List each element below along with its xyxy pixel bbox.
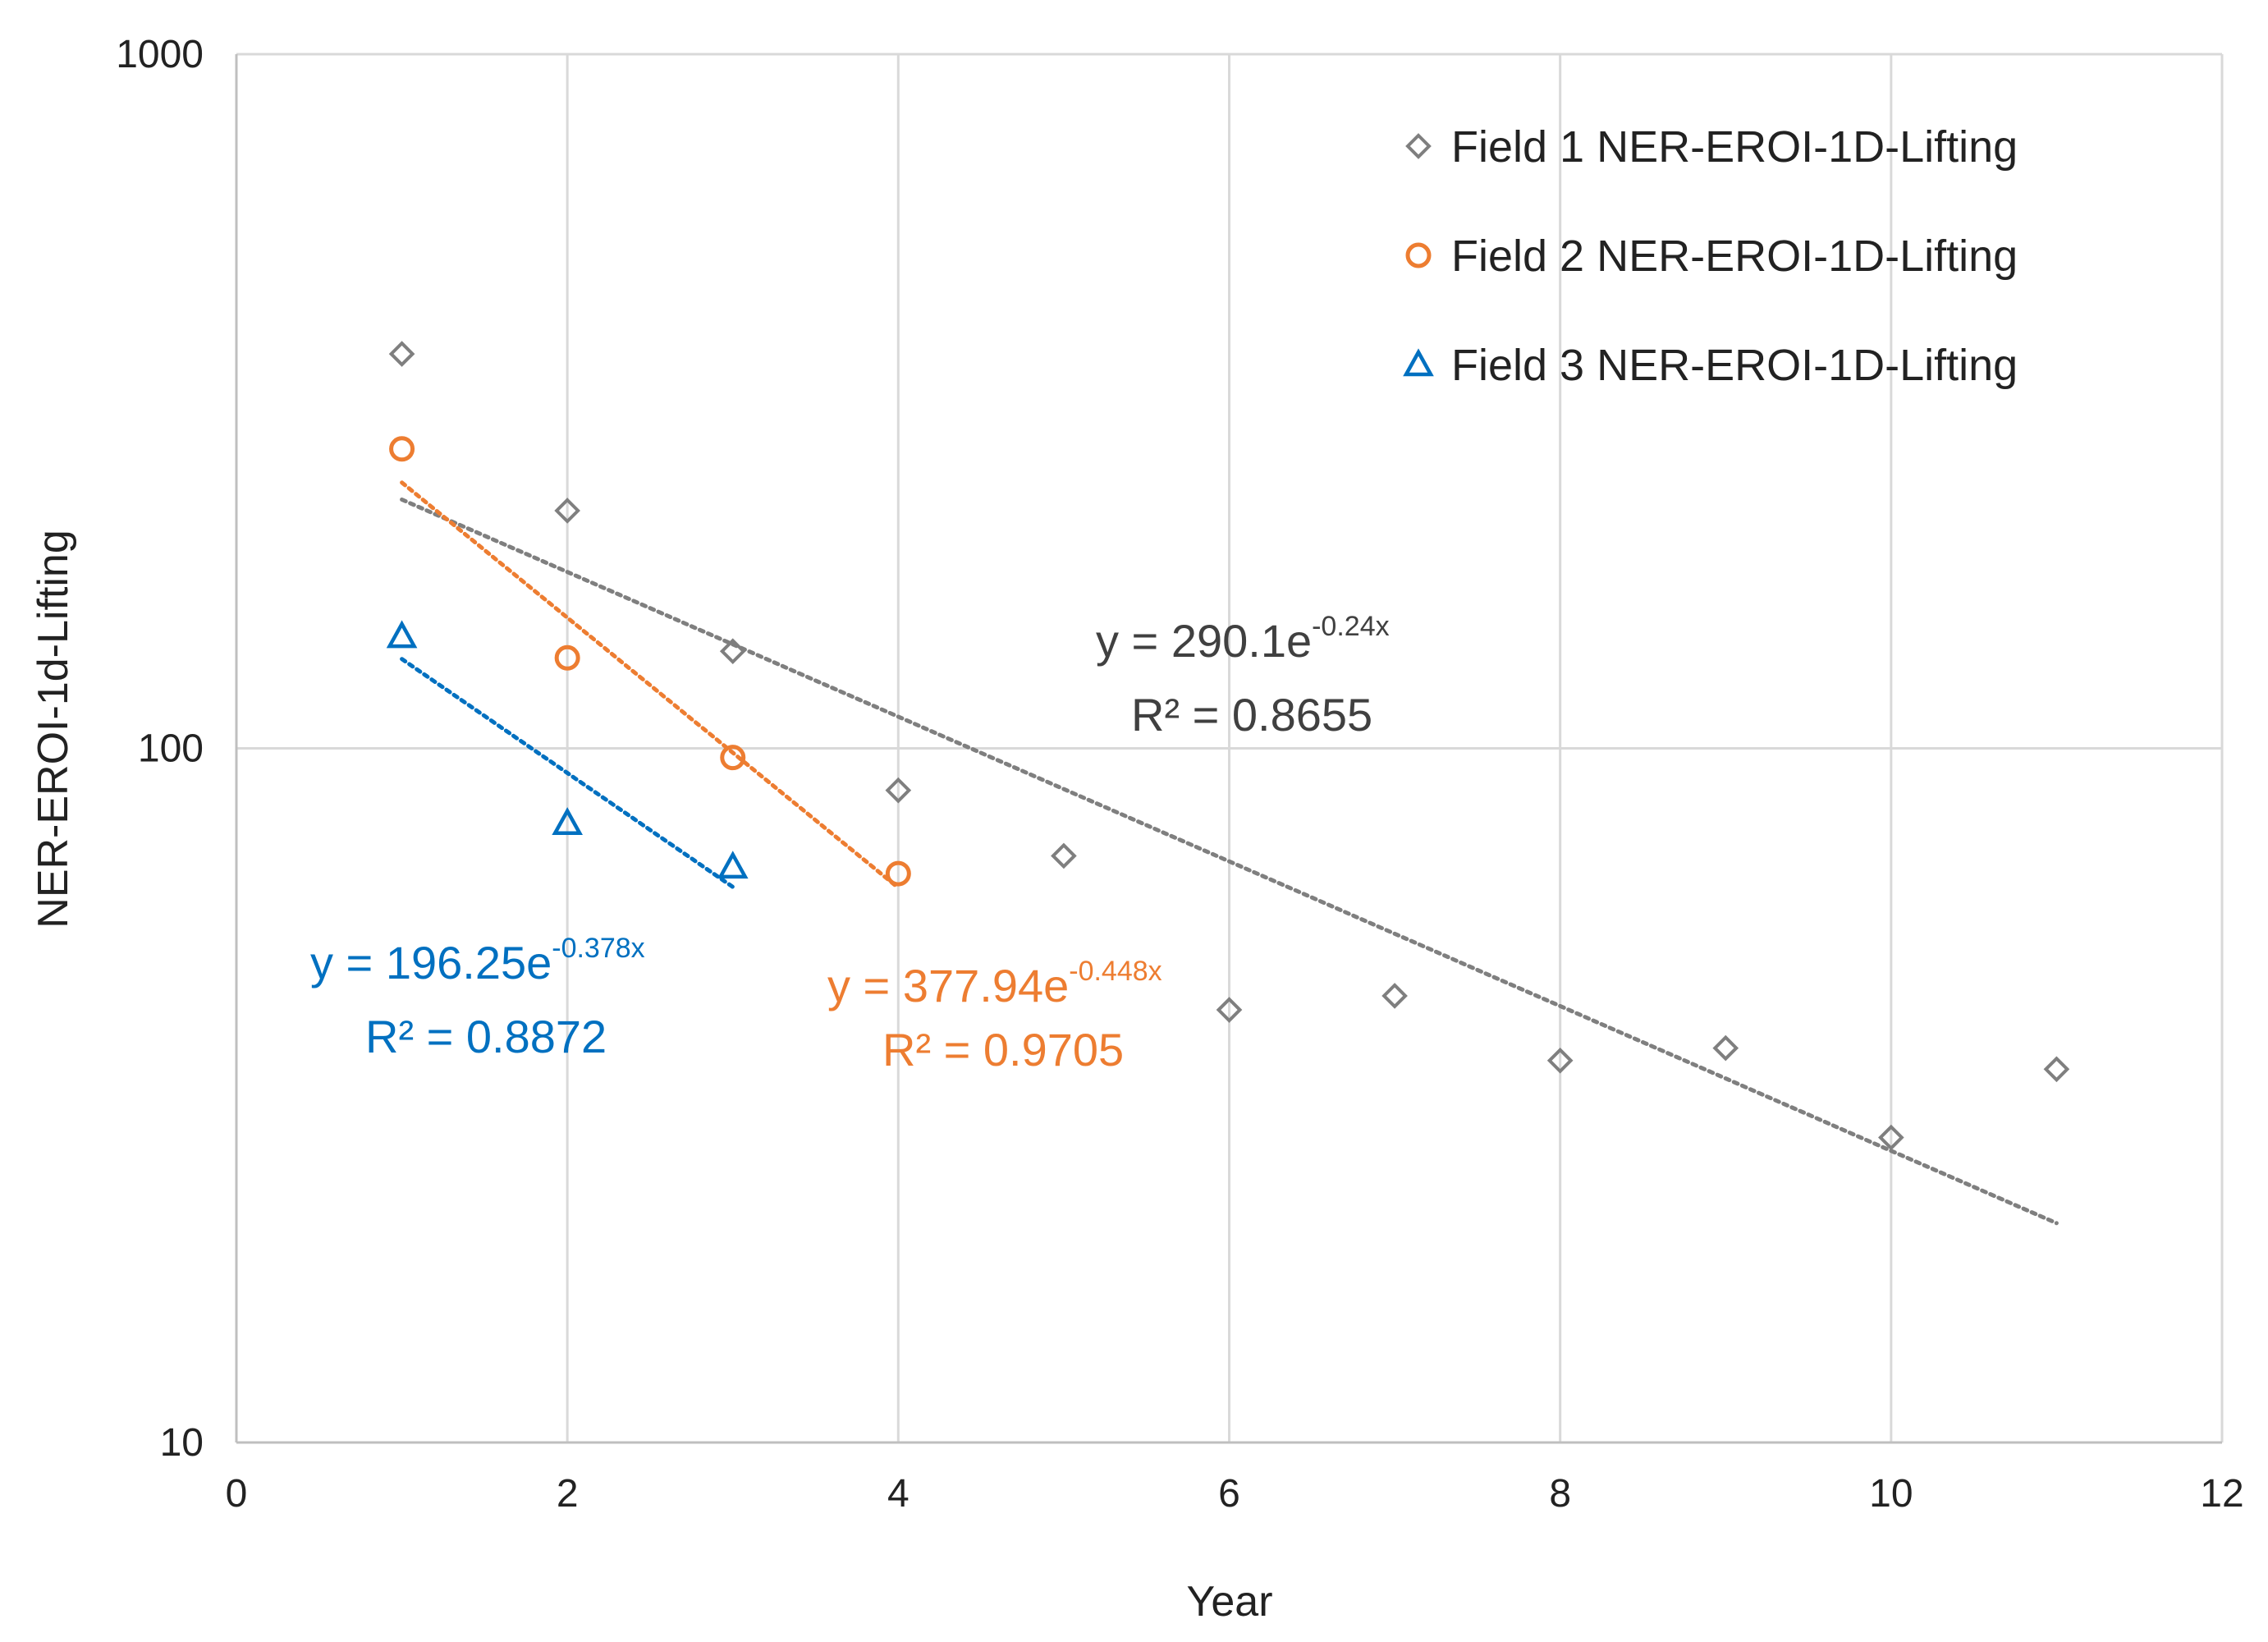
data-point-field-1 <box>2043 1056 2070 1083</box>
y-tick-label: 10 <box>160 1421 204 1465</box>
data-point-field-3 <box>386 620 418 649</box>
equation-field-2-prefix: y = 377.94e <box>827 960 1069 1011</box>
y-axis-title: NER-EROI-1d-Lifting <box>30 530 77 928</box>
data-point-field-1 <box>1381 983 1408 1009</box>
equation-field-3-prefix: y = 196.25e <box>310 937 552 988</box>
r2-field-3: R² = 0.8872 <box>365 1011 607 1062</box>
legend-marker-field-2 <box>1405 242 1432 268</box>
x-tick-label: 8 <box>1549 1472 1571 1516</box>
data-point-field-1 <box>1712 1034 1739 1062</box>
equation-field-2: y = 377.94e-0.448x R² = 0.9705 <box>827 956 1162 1076</box>
data-point-field-2 <box>720 745 746 771</box>
x-tick-label: 2 <box>557 1472 579 1516</box>
svg-text:y = 196.25e-0.378x: y = 196.25e-0.378x <box>310 933 645 988</box>
data-point-field-1 <box>1051 842 1077 869</box>
legend-label-field-1: Field 1 NER-EROI-1D-Lifting <box>1451 122 2018 172</box>
axes <box>235 54 2222 1444</box>
x-tick-label: 6 <box>1218 1472 1240 1516</box>
trendlines <box>400 480 2059 1226</box>
data-point-field-1 <box>885 777 912 804</box>
equation-field-1-prefix: y = 290.1e <box>1096 615 1312 667</box>
equation-field-2-exponent: -0.448x <box>1069 956 1161 987</box>
data-point-field-1 <box>1216 997 1243 1023</box>
equation-field-1: y = 290.1e-0.24x R² = 0.8655 <box>1096 611 1390 741</box>
x-tick-label: 0 <box>226 1472 248 1516</box>
equation-field-3: y = 196.25e-0.378x R² = 0.8872 <box>310 933 645 1062</box>
legend-label-field-2: Field 2 NER-EROI-1D-Lifting <box>1451 232 2018 281</box>
trendline-field-1 <box>400 498 2059 1226</box>
y-tick-label: 1000 <box>116 33 204 76</box>
legend-marker-field-1 <box>1405 133 1432 159</box>
data-point-field-1 <box>1546 1047 1574 1074</box>
data-point-field-1 <box>719 638 746 665</box>
data-point-field-1 <box>554 498 580 524</box>
svg-text:y = 377.94e-0.448x: y = 377.94e-0.448x <box>827 956 1162 1011</box>
legend-marker-field-3 <box>1403 348 1434 377</box>
data-points <box>386 341 2070 1151</box>
legend: Field 1 NER-EROI-1D-Lifting Field 2 NER-E… <box>1403 122 2018 390</box>
equation-field-1-exponent: -0.24x <box>1312 611 1390 642</box>
data-point-field-3 <box>552 807 583 835</box>
data-point-field-1 <box>388 341 415 367</box>
y-tick-label: 100 <box>138 727 204 771</box>
tick-labels: 0 2 4 6 8 10 12 10 100 1000 <box>116 33 2243 1516</box>
data-point-field-2 <box>885 860 911 887</box>
legend-label-field-3: Field 3 NER-EROI-1D-Lifting <box>1451 341 2018 390</box>
data-point-field-2 <box>554 644 580 671</box>
data-point-field-1 <box>1878 1124 1904 1151</box>
grid-lines <box>236 53 2224 1442</box>
data-point-field-3 <box>717 851 749 879</box>
equation-field-3-exponent: -0.378x <box>552 933 644 964</box>
svg-text:y = 290.1e-0.24x: y = 290.1e-0.24x <box>1096 611 1390 667</box>
x-tick-label: 4 <box>887 1472 909 1516</box>
data-point-field-2 <box>389 436 415 462</box>
x-tick-label: 12 <box>2200 1472 2243 1516</box>
r2-field-2: R² = 0.9705 <box>882 1024 1124 1076</box>
trendline-field-2 <box>400 480 900 890</box>
r2-field-1: R² = 0.8655 <box>1131 689 1372 741</box>
x-axis-title: Year <box>1186 1578 1272 1626</box>
trendline-field-3 <box>400 657 735 889</box>
x-tick-label: 10 <box>1869 1472 1913 1516</box>
